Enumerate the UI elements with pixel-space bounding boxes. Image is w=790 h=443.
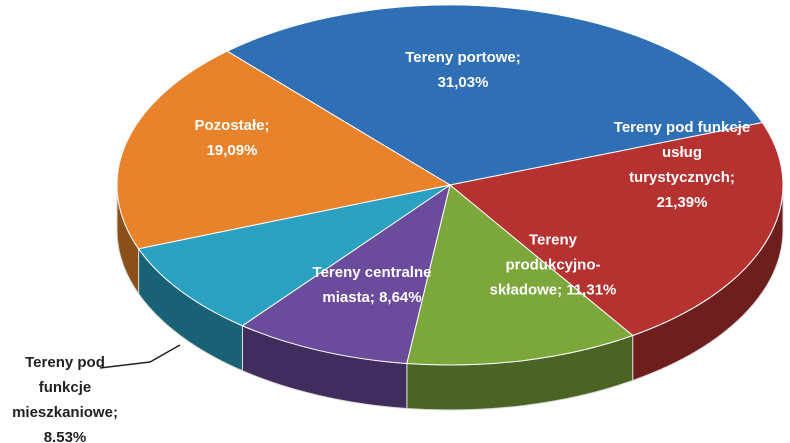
slice-value: 31,03% [437,74,489,91]
slice-value: 11,31% [566,281,617,299]
slice [406,184,634,366]
slice-value: 8.53% [43,429,87,443]
slice-name: Tereny pod funkcje usług turystycznych; [613,119,751,186]
slice-label: Pozostałe; 19,09% [177,113,287,163]
leader-line [99,344,181,369]
slice-label: Tereny produkcyjno-składowe; 11,31% [488,228,618,303]
slice-value: 21,39% [656,194,708,211]
slice [226,4,764,186]
slice-name: Tereny portowe; [405,49,521,66]
slice-name: Tereny centralne miasta; [312,264,432,306]
pie [116,4,784,411]
slice [241,183,451,365]
slice [116,50,452,250]
slice-value: 8,64% [379,289,422,306]
slice-label: Tereny portowe; 31,03% [383,45,543,95]
slice [448,122,784,337]
slice-label: Tereny pod funkcje usług turystycznych; … [612,115,752,215]
slice-name: Tereny pod funkcje mieszkaniowe; [12,354,118,421]
slice-label: Tereny pod funkcje mieszkaniowe; 8.53% [5,350,125,443]
slice-name: Tereny produkcyjno-składowe; [489,231,601,299]
slice-name: Pozostałe; [194,117,270,134]
slice [137,184,451,327]
slice-label: Tereny centralne miasta; 8,64% [287,260,457,310]
slice-value: 19,09% [206,142,258,159]
